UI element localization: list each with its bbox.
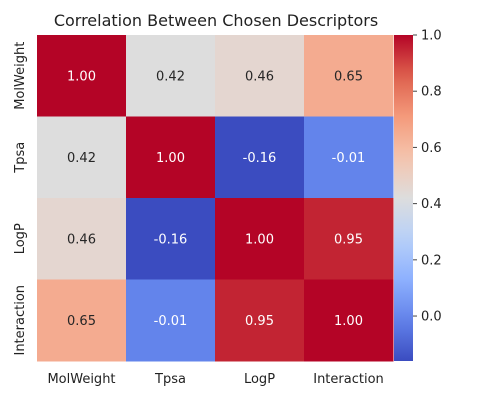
heatmap-cell — [215, 116, 305, 199]
cell-value-label: 0.42 — [67, 151, 96, 166]
heatmap-cell — [126, 279, 216, 362]
colorbar-ticks: 0.0 0.2 0.4 0.6 0.8 1.0 — [413, 29, 442, 325]
colorbar-tick-label: 0.6 — [421, 141, 442, 156]
x-tick-label: LogP — [244, 372, 275, 387]
cell-value-label: 1.00 — [156, 151, 185, 166]
x-tick-label: Tpsa — [154, 372, 186, 387]
y-tick-label: Tpsa — [13, 142, 28, 174]
cell-value-label: -0.16 — [154, 232, 188, 247]
colorbar-tick-label: 0.4 — [421, 197, 442, 212]
colorbar-tick-label: 0.8 — [421, 85, 442, 100]
colorbar-tick-label: 1.0 — [421, 29, 442, 44]
cell-value-label: 0.65 — [67, 314, 96, 329]
heatmap-cell — [37, 198, 127, 280]
heatmap-cell — [215, 198, 305, 280]
heatmap-cell — [37, 35, 127, 117]
heatmap-cell — [304, 279, 394, 362]
cell-value-label: 0.65 — [334, 69, 363, 84]
heatmap-cell — [215, 279, 305, 362]
heatmap-cell — [304, 35, 394, 117]
cell-value-label: 0.95 — [334, 232, 363, 247]
heatmap-cell — [215, 35, 305, 117]
cell-value-label: 0.42 — [156, 69, 185, 84]
x-tick-label: Interaction — [313, 372, 384, 387]
heatmap-cell — [304, 116, 394, 199]
heatmap-cell — [126, 116, 216, 199]
y-tick-label: LogP — [13, 223, 28, 254]
y-tick-label: Interaction — [13, 285, 28, 356]
y-tick-label: MolWeight — [13, 42, 28, 110]
colorbar-tick-label: 0.2 — [421, 253, 442, 268]
cell-value-label: 1.00 — [245, 232, 274, 247]
colorbar-tick-label: 0.0 — [421, 310, 442, 325]
heatmap-cell — [37, 279, 127, 362]
heatmap-cells: 1.00 0.42 0.46 0.65 0.42 1.00 -0.16 -0.01 0.46 -0… — [37, 35, 394, 362]
cell-value-label: 0.46 — [245, 69, 274, 84]
cell-value-label: 1.00 — [334, 314, 363, 329]
x-tick-label: MolWeight — [47, 372, 115, 387]
cell-value-label: -0.01 — [154, 314, 188, 329]
cell-value-label: 1.00 — [67, 69, 96, 84]
heatmap-cell — [126, 198, 216, 280]
colorbar — [394, 35, 413, 361]
y-tick-labels: MolWeight Tpsa LogP Interaction — [13, 42, 28, 356]
x-tick-labels: MolWeight Tpsa LogP Interaction — [47, 372, 383, 387]
heatmap-cell — [126, 35, 216, 117]
heatmap-cell — [37, 116, 127, 199]
heatmap-cell — [304, 198, 394, 280]
cell-value-label: 0.46 — [67, 232, 96, 247]
chart-title: Correlation Between Chosen Descriptors — [54, 11, 378, 30]
cell-value-label: -0.01 — [332, 151, 366, 166]
cell-value-label: 0.95 — [245, 314, 274, 329]
cell-value-label: -0.16 — [243, 151, 277, 166]
